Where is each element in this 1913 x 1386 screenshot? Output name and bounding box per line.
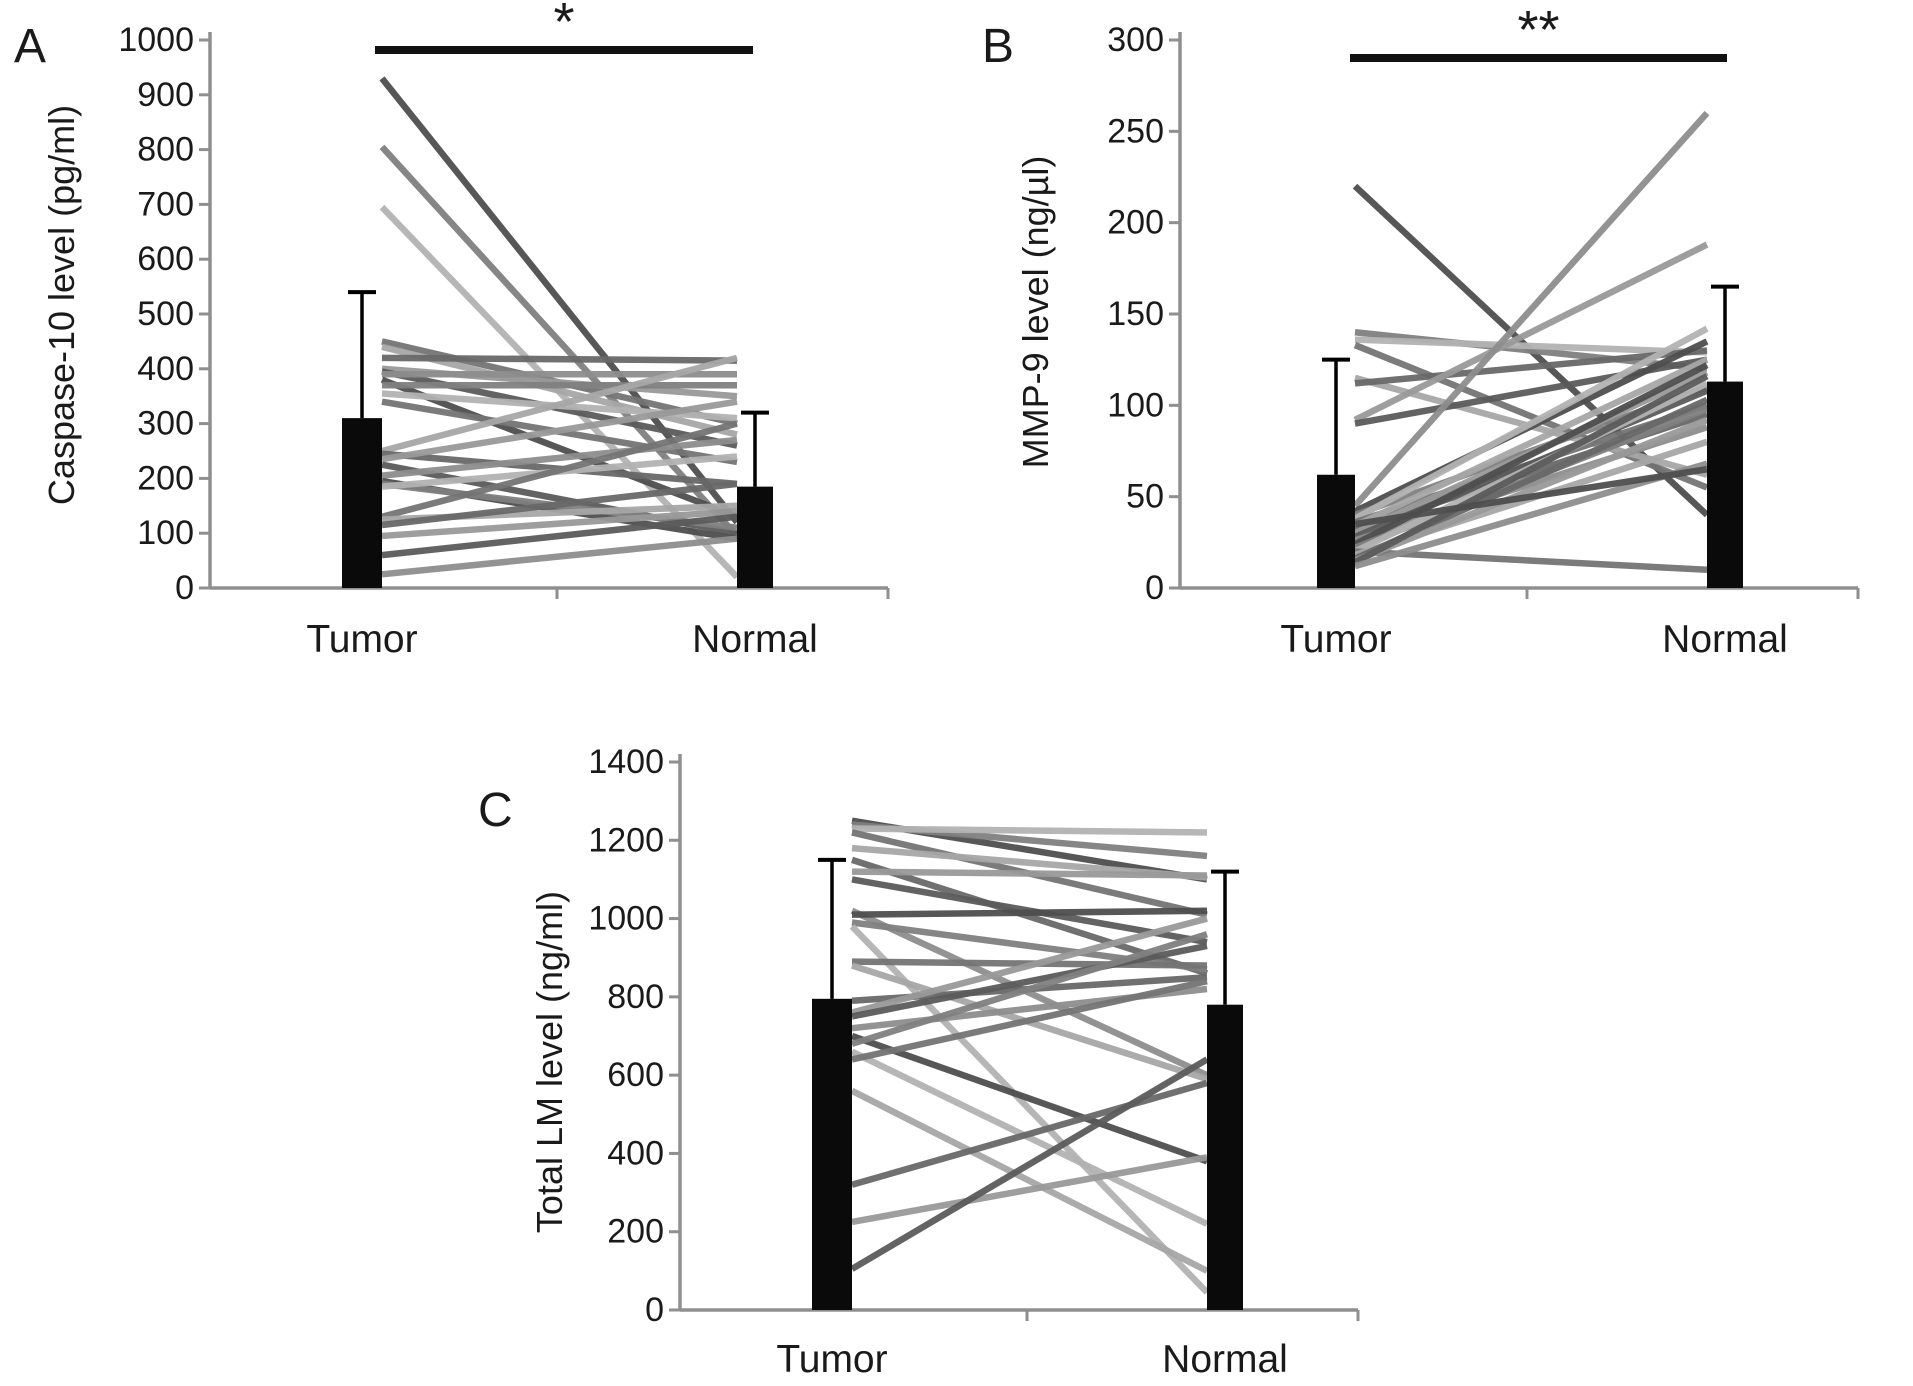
y-tick-label: 400 [607, 1134, 664, 1172]
pair-line [851, 978, 1208, 1063]
y-tick-label: 100 [137, 514, 194, 552]
pair-line [1353, 325, 1709, 522]
category-label: Normal [1162, 1338, 1288, 1381]
pair-line [1354, 336, 1708, 356]
pair-line [381, 354, 738, 364]
category-label: Tumor [306, 618, 417, 661]
pair-line [1353, 416, 1709, 564]
pair-line [851, 919, 1208, 973]
pair-line [1352, 110, 1710, 508]
pair-line [381, 480, 738, 529]
y-tick-label: 50 [1126, 478, 1164, 516]
significance-asterisk: * [553, 0, 574, 52]
pair-line [1353, 241, 1709, 423]
y-axis-title: Caspase-10 level (pg/ml) [41, 105, 82, 505]
y-axis-title: MMP-9 level (ng/µl) [1015, 156, 1056, 469]
pair-line [851, 825, 1208, 836]
pair-line [851, 942, 1208, 1020]
category-label: Normal [1662, 618, 1788, 661]
category-label: Tumor [1280, 618, 1391, 661]
pair-line [1353, 373, 1709, 566]
mean-bar [1207, 1004, 1243, 1310]
pair-line [851, 1154, 1208, 1226]
pair-line [850, 1032, 1209, 1165]
pair-line [850, 1056, 1209, 1272]
panel-letter: B [982, 20, 1014, 73]
y-tick-label: 600 [607, 1056, 664, 1094]
pair-line [381, 513, 738, 559]
pair-line [850, 1048, 1209, 1227]
y-tick-label: 150 [1107, 295, 1164, 333]
pair-line [851, 868, 1208, 879]
y-tick-label: 200 [1107, 204, 1164, 242]
y-tick-label: 1000 [118, 21, 194, 59]
pair-line [381, 398, 738, 463]
y-tick-label: 1400 [588, 743, 664, 781]
panel-c-group: 0 200 400 600 800 1000 1200 1400 Total LM level … [478, 743, 1360, 1381]
pair-line [851, 907, 1208, 918]
mean-bar [812, 998, 852, 1310]
y-tick-label: 1200 [588, 821, 664, 859]
pair-line [1354, 466, 1708, 528]
mean-bar [1317, 474, 1355, 588]
panel-letter: A [14, 20, 46, 73]
pair-line [381, 535, 738, 578]
category-label: Tumor [776, 1338, 887, 1381]
y-tick-label: 200 [137, 459, 194, 497]
pair-line [381, 354, 738, 455]
y-tick-label: 100 [1107, 386, 1164, 424]
y-tick-label: 300 [1107, 21, 1164, 59]
panel-letter: C [478, 784, 513, 837]
y-tick-label: 800 [137, 131, 194, 169]
y-tick-label: 0 [645, 1291, 664, 1329]
mean-bar [1707, 381, 1743, 588]
y-tick-label: 600 [137, 240, 194, 278]
panel-a-group: 0 100 200 300 400 500 600 700 800 900 1000 Caspase-… [14, 0, 890, 661]
pair-line [381, 436, 738, 479]
y-tick-label: 200 [607, 1213, 664, 1251]
pair-line [851, 1079, 1208, 1188]
pair-line [851, 931, 1208, 1047]
pair-line [1353, 356, 1709, 529]
pair-line [379, 144, 740, 539]
pair-line [850, 907, 1209, 1079]
pair-line [381, 420, 738, 520]
category-label: Normal [692, 618, 818, 661]
pair-line [381, 508, 738, 540]
pair-line [851, 915, 1208, 1016]
y-tick-label: 800 [607, 978, 664, 1016]
y-tick-label: 300 [137, 405, 194, 443]
y-tick-label: 400 [137, 350, 194, 388]
significance-asterisk: ** [1517, 0, 1559, 60]
y-tick-label: 0 [1145, 569, 1164, 607]
mean-bar [342, 418, 382, 588]
panel-b-group: 0 50 100 150 200 250 300 MMP-9 level (ng/µl) B Tu… [982, 0, 1860, 661]
pair-line [1354, 347, 1708, 387]
y-tick-label: 1000 [588, 900, 664, 938]
pair-line [1354, 548, 1708, 573]
y-axis-title: Total LM level (ng/ml) [529, 891, 570, 1233]
y-tick-label: 500 [137, 295, 194, 333]
y-tick-label: 250 [1107, 112, 1164, 150]
pair-line [850, 1087, 1209, 1274]
y-tick-label: 700 [137, 185, 194, 223]
y-tick-label: 0 [175, 569, 194, 607]
y-tick-label: 900 [137, 76, 194, 114]
mean-bar [737, 486, 773, 588]
